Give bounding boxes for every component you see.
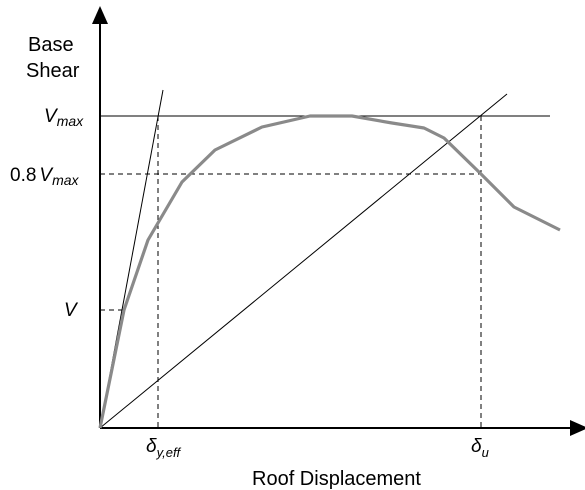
diagonal-line: [99, 93, 508, 429]
delta-y-eff-label: δy,eff: [146, 436, 182, 460]
x-axis-label: Roof Displacement: [252, 468, 421, 490]
delta-u-label: δu: [471, 436, 489, 460]
vmax-label: Vmax: [44, 106, 84, 129]
pushover-curve: [98, 114, 561, 429]
v-label: V: [64, 300, 79, 321]
y-axis-label-line2: Shear: [26, 60, 80, 82]
vmax-08-label: 0.8 Vmax: [10, 165, 80, 188]
y-axis-label-line1: Base: [28, 34, 74, 56]
